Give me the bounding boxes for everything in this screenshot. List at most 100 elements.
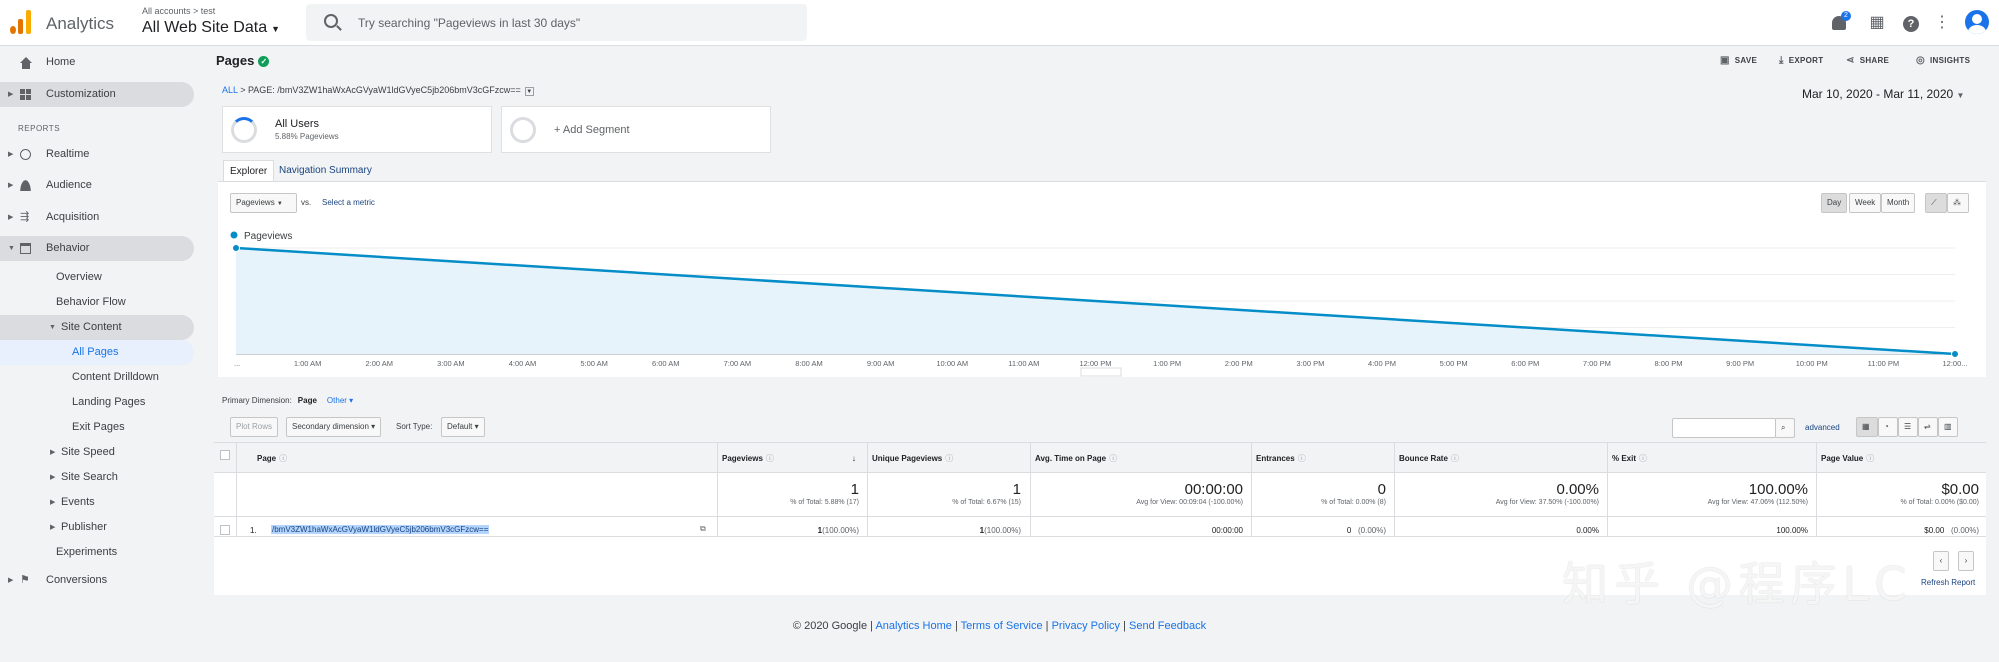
comparison-view-icon[interactable]: ⇌ xyxy=(1918,417,1938,437)
open-page-icon[interactable]: ⧉ xyxy=(700,524,706,533)
sort-type-dropdown[interactable]: Default ▾ xyxy=(441,417,485,437)
help-icon[interactable]: ? xyxy=(1900,12,1922,34)
x-tick-label: 1:00 AM xyxy=(294,359,322,368)
advanced-filter-link[interactable]: advanced xyxy=(1805,423,1840,432)
segment-all-users[interactable]: All Users 5.88% Pageviews xyxy=(222,106,492,153)
add-segment-button[interactable]: + Add Segment xyxy=(501,106,771,153)
sidebar-item-publisher[interactable]: ▶ Publisher xyxy=(0,515,194,540)
week-button[interactable]: Week xyxy=(1849,193,1882,213)
sidebar-item-site-speed[interactable]: ▶ Site Speed xyxy=(0,440,194,465)
select-metric-link[interactable]: Select a metric xyxy=(322,198,375,207)
sidebar-item-realtime[interactable]: ▶ Realtime xyxy=(0,142,194,167)
table-totals-row xyxy=(214,473,1986,517)
row-page-link[interactable]: /bmV3ZW1haWxAcGVyaW1ldGVyeC5jb206bmV3cGF… xyxy=(271,525,490,534)
performance-view-icon[interactable]: ☰ xyxy=(1898,417,1918,437)
sidebar-item-site-content[interactable]: ▼ Site Content xyxy=(0,315,194,340)
save-button[interactable]: ▣ SAVE xyxy=(1720,55,1757,66)
sidebar-item-label: Behavior xyxy=(46,242,90,254)
column-header-bounce-rate[interactable]: Bounce Rate ⓘ xyxy=(1399,453,1459,464)
add-segment-ring-icon xyxy=(510,117,536,143)
table-search-icon[interactable]: ⌕ xyxy=(1775,418,1795,438)
account-avatar[interactable] xyxy=(1965,10,1989,34)
sidebar-item-exit-pages[interactable]: Exit Pages xyxy=(0,415,194,440)
line-chart-icon[interactable]: ⟋ xyxy=(1925,193,1947,213)
acquisition-icon: ⇶ xyxy=(20,211,30,223)
property-name: All Web Site Data xyxy=(142,19,268,36)
percentage-view-icon[interactable]: ◔ xyxy=(1878,417,1898,437)
account-breadcrumb[interactable]: All accounts > test xyxy=(142,6,216,16)
column-header-unique-pageviews[interactable]: Unique Pageviews ⓘ xyxy=(872,453,953,464)
sidebar-item-home[interactable]: Home xyxy=(0,50,194,75)
apps-grid-icon[interactable]: ▦ xyxy=(1869,14,1885,31)
property-selector[interactable]: All Web Site Data ▼ xyxy=(142,19,280,37)
table-header-row xyxy=(214,442,1986,473)
app-title[interactable]: Analytics xyxy=(46,14,115,33)
tab-explorer[interactable]: Explorer xyxy=(223,160,275,181)
plot-rows-button[interactable]: Plot Rows xyxy=(230,417,279,437)
day-button[interactable]: Day xyxy=(1821,193,1848,213)
sidebar-item-customization[interactable]: ▶ Customization xyxy=(0,82,194,107)
sidebar-item-experiments[interactable]: Experiments xyxy=(0,540,194,565)
data-table-view-icon[interactable]: ▦ xyxy=(1856,417,1878,437)
chart-collapse-handle xyxy=(1080,367,1122,377)
refresh-report-link[interactable]: Refresh Report xyxy=(1921,578,1976,587)
sidebar-item-label: Site Speed xyxy=(61,446,115,458)
total-exit-sub: Avg for View: 47.06% (112.50%) xyxy=(1707,499,1808,506)
sidebar-item-overview[interactable]: Overview xyxy=(0,265,194,290)
sidebar-item-all-pages[interactable]: All Pages xyxy=(0,340,194,365)
column-header-pageviews[interactable]: Pageviews ⓘ ↓ xyxy=(722,453,856,464)
row-page-value-pct: (0.00%) xyxy=(1950,526,1979,535)
primary-dimension-value[interactable]: Page xyxy=(297,396,317,405)
dropdown-arrow-icon[interactable]: ▼ xyxy=(524,87,534,96)
analytics-logo-icon[interactable] xyxy=(10,10,32,34)
sidebar-item-content-drilldown[interactable]: Content Drilldown xyxy=(0,365,194,390)
notification-badge: 2 xyxy=(1841,11,1851,21)
table-search-input[interactable] xyxy=(1672,418,1776,438)
tab-navigation-summary[interactable]: Navigation Summary xyxy=(279,165,372,176)
sidebar-item-acquisition[interactable]: ▶ ⇶ Acquisition xyxy=(0,205,194,230)
sidebar-item-label: Publisher xyxy=(61,521,107,533)
sidebar-item-events[interactable]: ▶ Events xyxy=(0,490,194,515)
column-header-page-value[interactable]: Page Value ⓘ xyxy=(1821,453,1874,464)
table-row[interactable] xyxy=(214,517,1986,537)
insights-button[interactable]: ◎ INSIGHTS xyxy=(1916,55,1970,66)
motion-chart-icon[interactable]: ⁂ xyxy=(1947,193,1969,213)
breadcrumb-all-link[interactable]: ALL xyxy=(222,85,238,95)
sidebar-item-landing-pages[interactable]: Landing Pages xyxy=(0,390,194,415)
month-button[interactable]: Month xyxy=(1881,193,1916,213)
other-dimension-link[interactable]: Other ▾ xyxy=(326,396,354,405)
metric-selector[interactable]: Pageviews ▼ xyxy=(230,193,297,213)
sidebar-item-site-search[interactable]: ▶ Site Search xyxy=(0,465,194,490)
x-tick-label: 2:00 AM xyxy=(365,359,393,368)
secondary-dimension-dropdown[interactable]: Secondary dimension ▾ xyxy=(286,417,382,437)
column-header-avg-time[interactable]: Avg. Time on Page ⓘ xyxy=(1035,453,1117,464)
total-pageviews-sub: % of Total: 5.88% (17) xyxy=(790,499,859,506)
column-header-page[interactable]: Page ⓘ xyxy=(257,453,287,464)
sidebar-item-behavior[interactable]: ▼ Behavior xyxy=(0,236,194,261)
footer-feedback-link[interactable]: Send Feedback xyxy=(1129,620,1207,632)
date-range-picker[interactable]: Mar 10, 2020 - Mar 11, 2020 ▼ xyxy=(1802,87,1964,101)
more-vert-icon[interactable]: ⋮ xyxy=(1934,14,1950,31)
footer-privacy-link[interactable]: Privacy Policy xyxy=(1051,620,1121,632)
export-button[interactable]: ⤓ EXPORT xyxy=(1779,55,1823,66)
column-header-exit[interactable]: % Exit ⓘ xyxy=(1612,453,1647,464)
select-all-checkbox[interactable] xyxy=(220,450,230,460)
share-button[interactable]: ⋖ SHARE xyxy=(1846,55,1889,66)
footer-home-link[interactable]: Analytics Home xyxy=(875,620,952,632)
prev-page-icon[interactable]: ‹ xyxy=(1933,551,1949,571)
footer-terms-link[interactable]: Terms of Service xyxy=(960,620,1043,632)
term-cloud-view-icon[interactable]: ▥ xyxy=(1938,417,1958,437)
next-page-icon[interactable]: › xyxy=(1958,551,1974,571)
search-icon xyxy=(324,14,338,28)
sidebar-item-behavior-flow[interactable]: Behavior Flow xyxy=(0,290,194,315)
x-tick-label: 2:00 PM xyxy=(1225,359,1253,368)
sidebar-item-audience[interactable]: ▶ Audience xyxy=(0,173,194,198)
column-header-entrances[interactable]: Entrances ⓘ xyxy=(1256,453,1306,464)
x-tick-label: 12:00... xyxy=(1942,359,1967,368)
search-input[interactable]: Try searching "Pageviews in last 30 days… xyxy=(306,4,807,41)
sidebar-item-conversions[interactable]: ▶ ⚑ Conversions xyxy=(0,568,194,593)
row-checkbox[interactable] xyxy=(220,525,230,535)
column-header-label: Bounce Rate xyxy=(1399,454,1448,463)
sort-type-value: Default xyxy=(447,422,473,431)
sidebar-item-label: Content Drilldown xyxy=(72,371,159,383)
